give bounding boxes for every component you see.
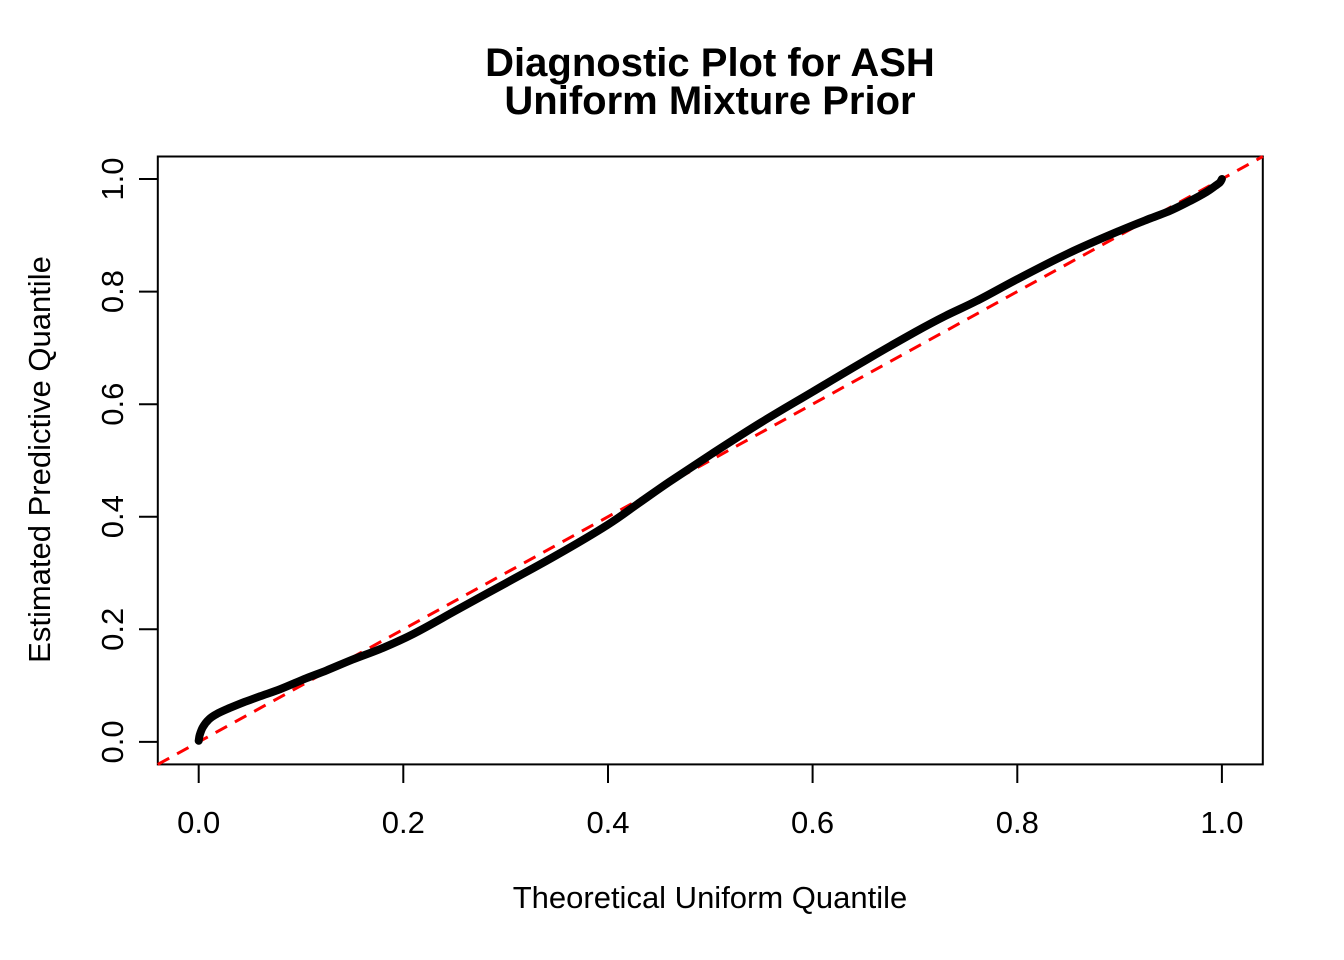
y-tick-label: 0.2 xyxy=(95,608,130,651)
y-axis-tick-labels: 0.0 0.2 0.4 0.6 0.8 1.0 xyxy=(95,157,130,763)
plot-box xyxy=(156,155,1264,766)
y-tick-label: 1.0 xyxy=(95,157,130,200)
y-axis-ticks xyxy=(139,178,158,743)
x-tick-label: 0.0 xyxy=(177,805,220,840)
x-tick-label: 0.6 xyxy=(791,805,834,840)
y-tick-label: 0.0 xyxy=(95,720,130,763)
x-tick-label: 0.8 xyxy=(996,805,1039,840)
x-tick-label: 1.0 xyxy=(1200,805,1243,840)
qq-curve xyxy=(194,175,1226,745)
x-tick-label: 0.2 xyxy=(382,805,425,840)
x-axis-title: Theoretical Uniform Quantile xyxy=(513,880,908,915)
y-tick-label: 0.4 xyxy=(95,495,130,538)
x-axis-tick-labels: 0.0 0.2 0.4 0.6 0.8 1.0 xyxy=(177,805,1243,840)
y-axis-title: Estimated Predictive Quantile xyxy=(22,256,57,663)
chart-title-line2: Uniform Mixture Prior xyxy=(504,79,915,123)
chart-title-line1: Diagnostic Plot for ASH xyxy=(485,41,935,85)
x-tick-label: 0.4 xyxy=(586,805,629,840)
y-tick-label: 0.8 xyxy=(95,270,130,313)
y-tick-label: 0.6 xyxy=(95,383,130,426)
x-axis-ticks xyxy=(197,764,1223,783)
